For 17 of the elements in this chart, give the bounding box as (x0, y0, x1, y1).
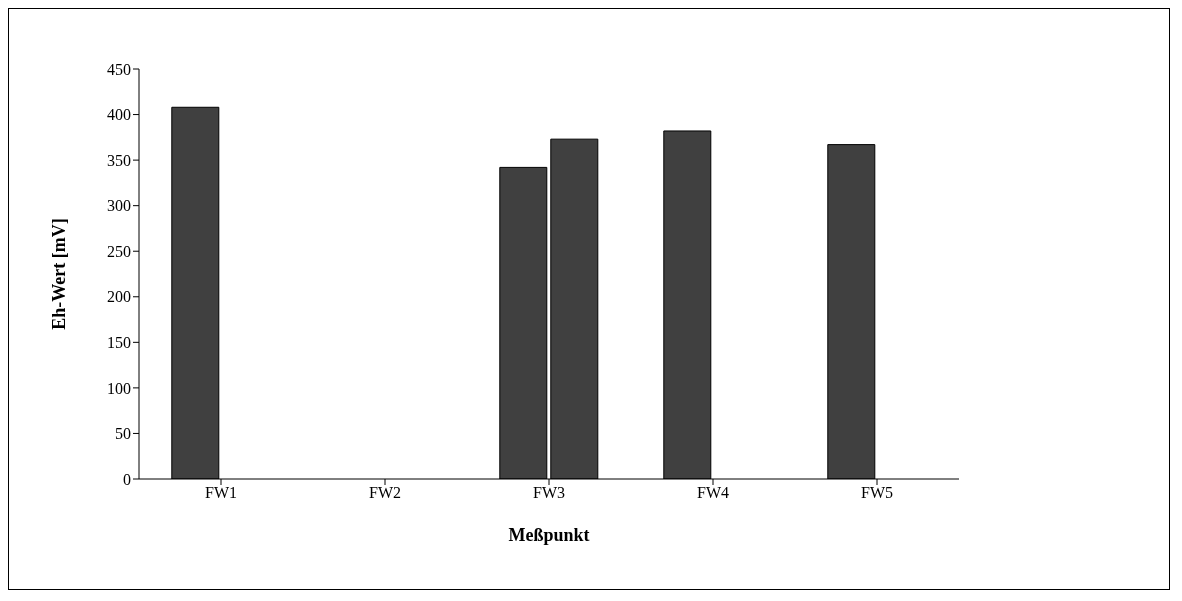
y-tick-label: 250 (107, 242, 131, 260)
y-tick-label: 350 (107, 151, 131, 169)
y-axis-title: Eh-Wert [mV] (49, 218, 70, 330)
y-tick-label: 300 (107, 197, 131, 215)
y-tick-label: 0 (123, 470, 131, 488)
y-tick-label: 450 (107, 60, 131, 78)
y-tick-label: 100 (107, 379, 131, 397)
y-tick-label: 200 (107, 288, 131, 306)
x-tick-label: FW3 (533, 484, 565, 502)
x-axis-title: Meßpunkt (508, 525, 590, 545)
x-tick-label: FW5 (861, 484, 893, 502)
x-tick-label: FW2 (369, 484, 401, 502)
y-tick-label: 150 (107, 334, 131, 352)
x-tick-label: FW4 (697, 484, 729, 502)
x-tick-label: FW1 (205, 484, 237, 502)
y-tick-label: 50 (115, 425, 131, 443)
y-tick-label: 400 (107, 106, 131, 124)
